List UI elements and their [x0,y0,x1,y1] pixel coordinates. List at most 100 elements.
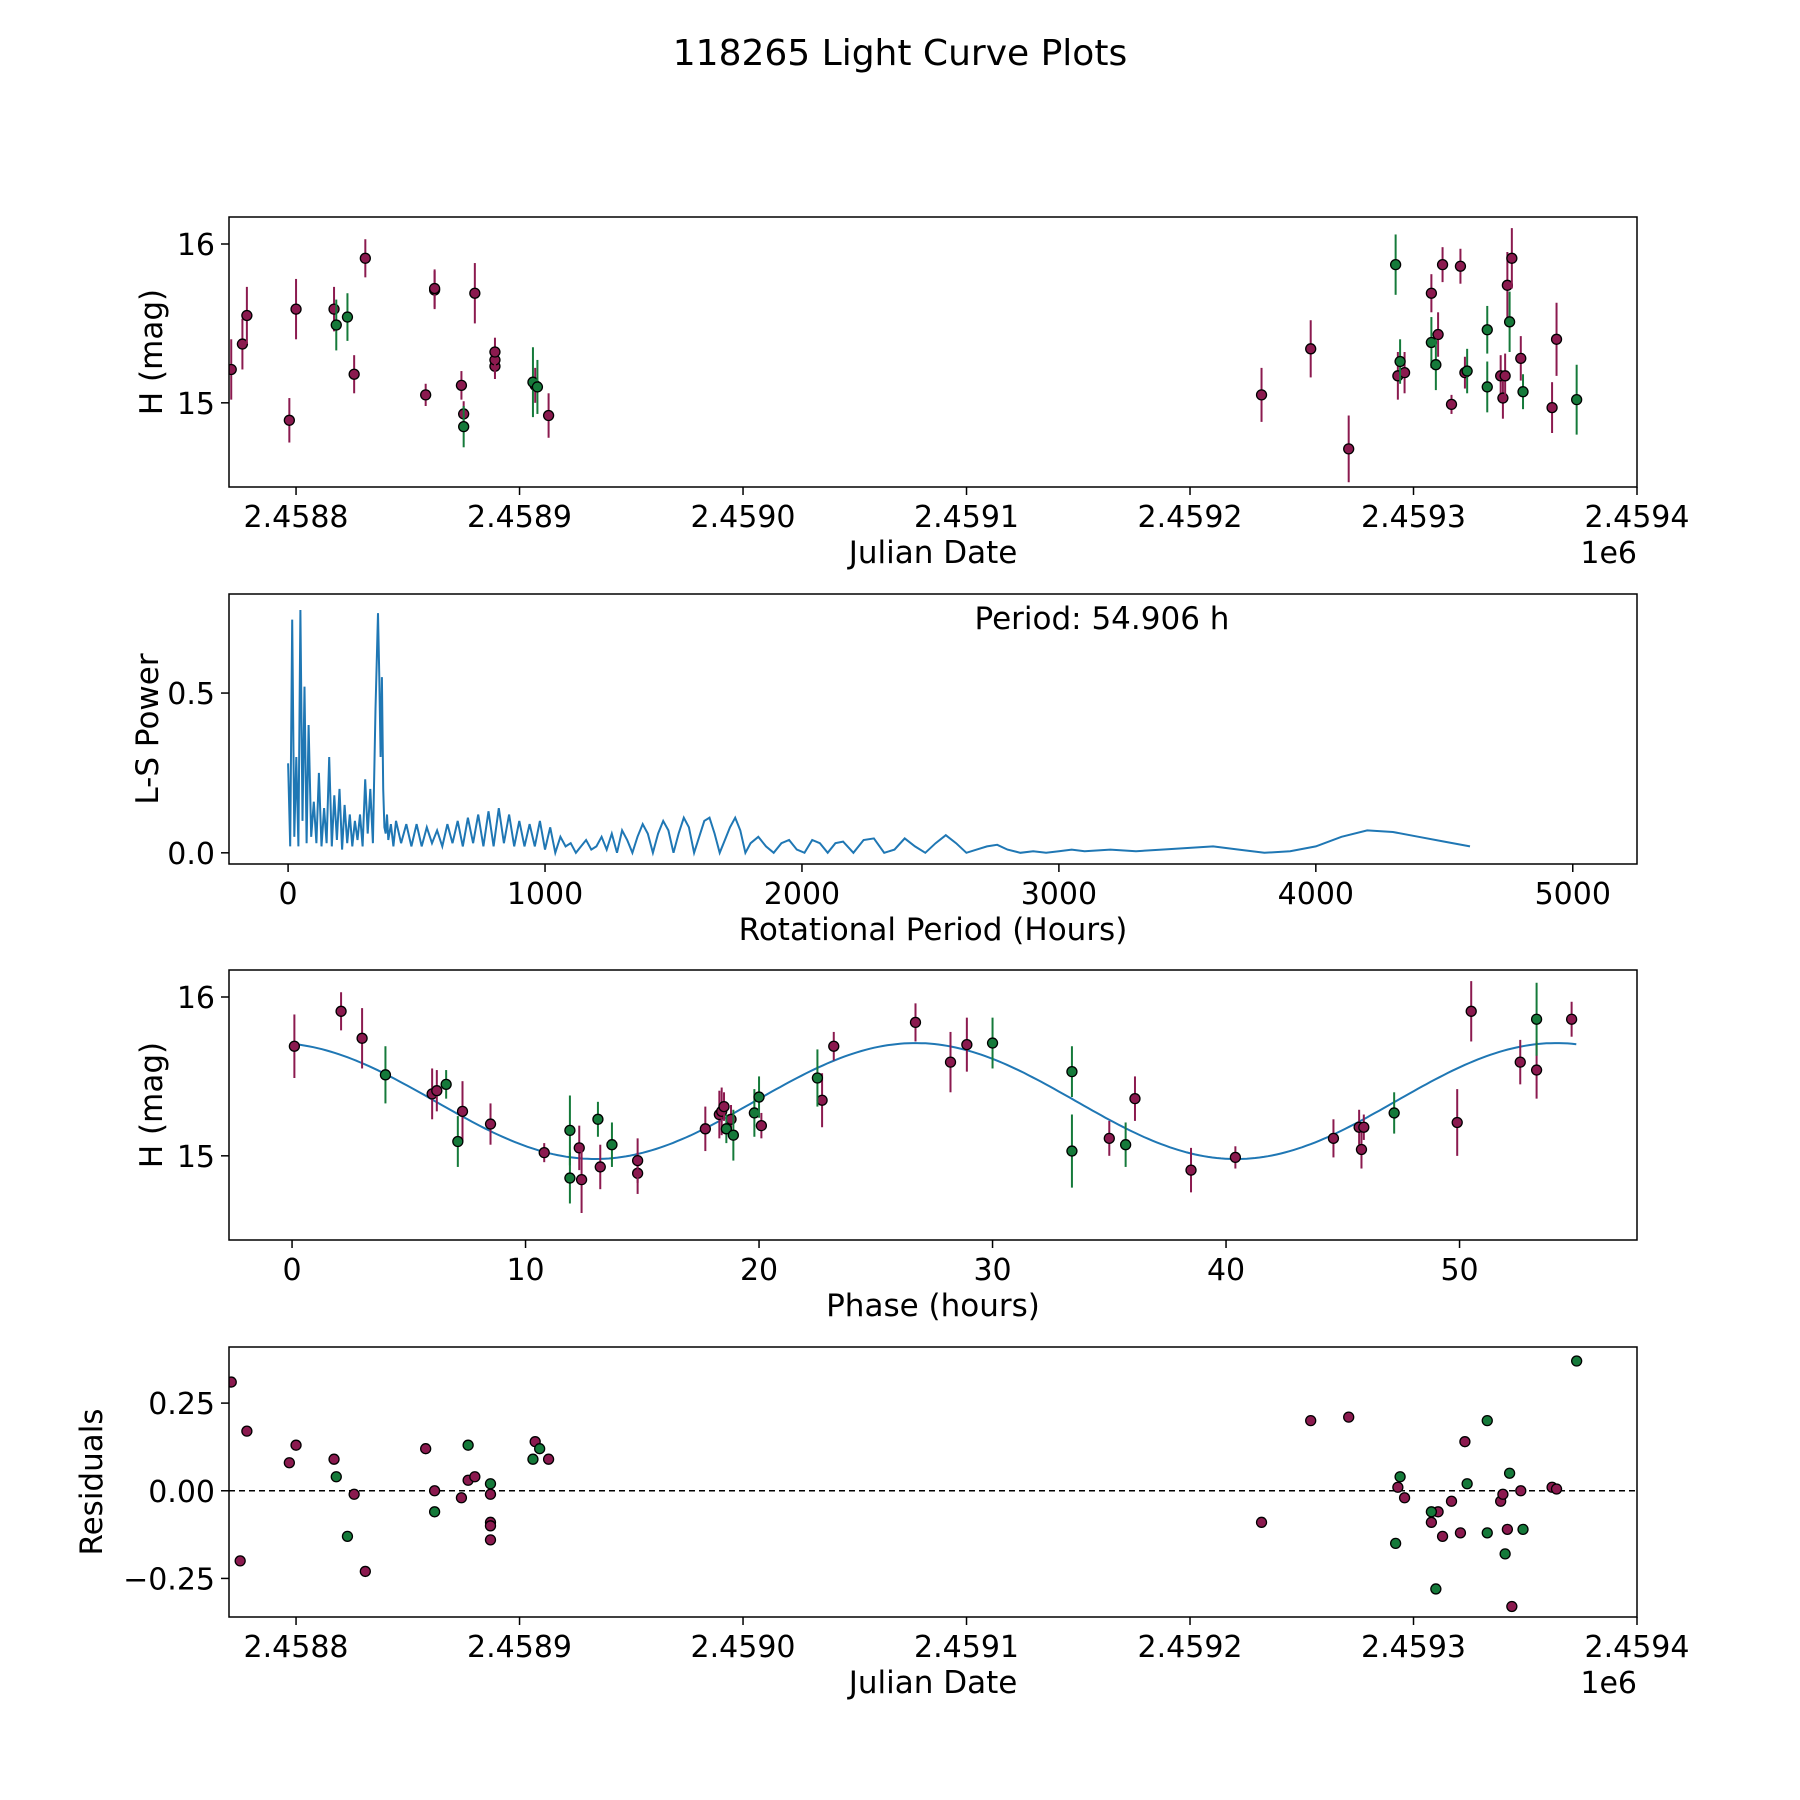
x-tick-label: 2.4593 [1361,500,1466,535]
plot-frame [228,1346,1638,1618]
data-point [748,1107,761,1119]
x-tick-label: 2.4594 [1585,500,1690,535]
data-point [727,1129,740,1141]
series-filter-2 [330,1355,1583,1595]
x-tick-label: 2000 [764,877,840,912]
plot-area [229,228,1583,483]
data-point [1481,1414,1493,1427]
x-tick-label: 2.4590 [691,1630,796,1665]
data-point [1571,1355,1583,1367]
data-point [1503,316,1516,328]
data-point [241,309,253,322]
x-tick-label: 0 [282,1253,301,1288]
x-offset-label: 1e6 [1580,1666,1637,1701]
x-tick-label: 2.4591 [914,1630,1019,1665]
plot-area [229,1355,1637,1613]
x-tick-label: 3000 [1021,877,1097,912]
data-point [527,1453,539,1465]
data-point [1388,1107,1400,1119]
data-point [1461,1478,1473,1490]
data-point [440,1078,452,1091]
y-tick-label: 0.0 [167,837,215,872]
x-tick-label: 40 [1207,1253,1245,1288]
panel-lightcurve: 2.4588 2.4589 2.4590 2.4591 2.4592 2.4593 2.45… [134,216,1690,571]
data-point [1530,1064,1543,1076]
data-point [1459,1436,1471,1448]
data-point [458,420,470,433]
data-point [335,1005,347,1017]
x-tick-label: 4000 [1278,877,1354,912]
data-point [1546,401,1558,414]
data-point [828,1040,840,1052]
data-point [428,1485,441,1497]
data-point [330,319,342,331]
data-point [1119,1139,1132,1151]
data-point [1514,1056,1526,1068]
data-point [1392,1481,1404,1493]
data-point [1451,1116,1463,1129]
x-tick-label: 50 [1440,1253,1478,1288]
data-point [330,1471,342,1483]
data-point [1432,328,1444,341]
data-point [718,1100,730,1113]
data-point [1481,1527,1493,1539]
data-point [534,1443,546,1455]
x-tick-label: 20 [740,1253,778,1288]
data-point [631,1154,644,1167]
data-point [1066,1145,1078,1157]
data-point [1394,355,1406,368]
data-point [328,1453,340,1465]
data-point [1327,1132,1340,1145]
data-point [1436,1530,1449,1543]
x-tick-label: 1000 [507,877,583,912]
x-tick-label: 2.4588 [244,1630,349,1665]
data-point [484,1478,497,1490]
data-point [606,1139,618,1151]
data-point [1445,1495,1458,1507]
y-tick-label: 0.5 [167,677,215,712]
data-point [462,1439,474,1451]
data-point [1454,1527,1467,1539]
data-point [811,1072,824,1084]
data-point [1305,343,1317,355]
x-tick-label: 30 [973,1253,1011,1288]
data-point [755,1119,768,1132]
data-point [564,1124,576,1137]
x-tick-label: 2.4592 [1138,500,1243,535]
x-tick-label: 2.4588 [244,500,349,535]
x-tick-label: 10 [506,1253,544,1288]
data-point [1465,1005,1477,1017]
data-point [489,346,501,358]
data-point [1389,258,1402,271]
data-point [234,1555,246,1567]
data-point [420,1443,432,1455]
series-filter-2 [330,234,1583,448]
data-point [1517,1523,1529,1535]
data-point [229,1376,237,1388]
data-point [1425,287,1438,299]
data-point [1305,1414,1317,1427]
data-point [986,1037,999,1049]
data-point [1530,1013,1543,1025]
data-point [699,1123,711,1135]
data-point [564,1172,576,1184]
data-point [1497,392,1509,404]
data-point [753,1091,765,1103]
data-point [1461,365,1473,377]
data-point [961,1038,973,1051]
x-axis-label: Rotational Period (Hours) [739,912,1128,948]
data-point [469,287,481,299]
data-point [241,1425,253,1437]
data-point [348,368,360,380]
y-axis-label: Residuals [74,1408,110,1555]
data-point [290,1439,302,1451]
plot-frame [228,969,1638,1241]
data-point [484,1520,497,1532]
data-point [1501,1523,1514,1535]
data-point [290,303,302,315]
data-point [1499,370,1511,382]
data-point [1436,258,1449,271]
data-point [359,1565,371,1578]
series-filter-1 [288,981,1578,1213]
